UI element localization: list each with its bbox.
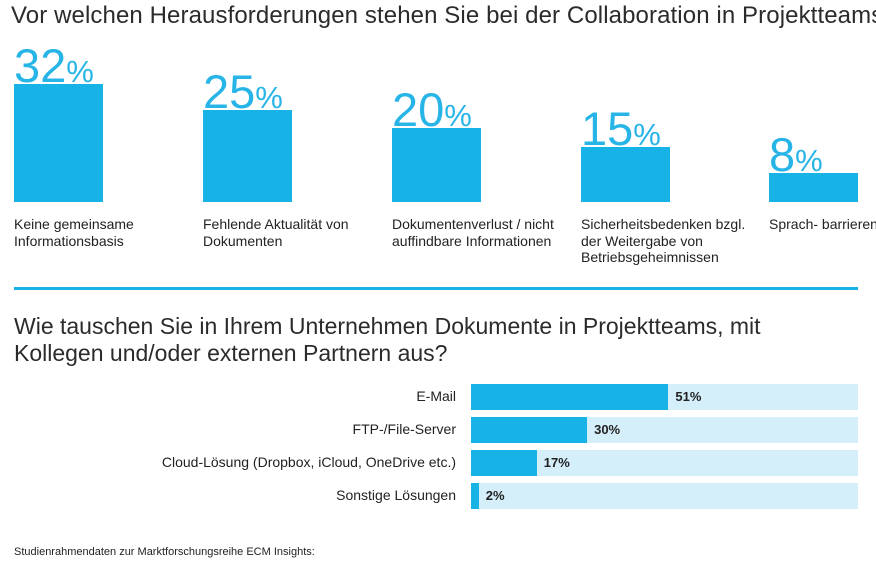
category-label: Fehlende Aktualität von Dokumenten [203,216,349,249]
value-number: 8 [769,127,796,181]
chart-1-title: Vor welchen Herausforderungen stehen Sie… [11,2,876,29]
bar-track: 30% [471,417,858,443]
chart-2-title: Wie tauschen Sie in Ihrem Unternehmen Do… [14,313,761,366]
bar [14,84,103,202]
category-label: Cloud-Lösung (Dropbox, iCloud, OneDrive … [161,454,456,470]
bar-value-label: 8% [769,131,823,178]
value-number: 25 [203,64,256,118]
hbar-row-3: Cloud-Lösung (Dropbox, iCloud, OneDrive … [0,450,876,476]
footnote: Studienrahmendaten zur Marktforschungsre… [14,546,315,558]
category-label: Sprach- barrieren [769,216,876,232]
bar-value-label: 30% [594,422,621,437]
bar-value-label: 25% [203,68,283,115]
percent-sign: % [444,98,472,134]
value-number: 20 [392,83,445,137]
category-label: E-Mail [416,388,456,404]
category-label: Sonstige Lösungen [336,487,456,503]
bar [471,417,588,443]
bar [769,172,858,202]
section-divider [14,287,858,290]
hbar-row-1: E-Mail 51% [0,384,876,410]
bar-value-label: 15% [581,105,661,152]
category-label: Dokumentenverlust / nicht auffindbare In… [392,216,554,249]
percent-sign: % [66,54,94,89]
bar [471,450,537,476]
bar [392,128,481,202]
category-label: Sicherheitsbedenken bzgl. der Weitergabe… [581,216,746,265]
bar [203,109,292,202]
bar-value-label: 32% [14,42,94,89]
bar [471,483,479,509]
value-number: 32 [14,39,67,92]
percent-sign: % [255,79,283,115]
percent-sign: % [633,116,661,152]
category-label: FTP-/File-Server [352,421,456,437]
bar-track: 51% [471,384,858,410]
value-number: 15 [581,101,634,155]
bar-value-label: 2% [485,488,505,503]
bar [471,384,669,410]
bar-track: 17% [471,450,858,476]
percent-sign: % [795,142,823,178]
bar-value-label: 17% [543,455,570,470]
hbar-row-4: Sonstige Lösungen 2% [0,483,876,509]
bar [581,146,670,202]
category-label: Keine gemeinsame Informationsbasis [14,216,134,249]
bar-value-label: 51% [675,389,702,404]
bar-track: 2% [471,483,858,509]
hbar-row-2: FTP-/File-Server 30% [0,417,876,443]
bar-value-label: 20% [392,86,472,133]
